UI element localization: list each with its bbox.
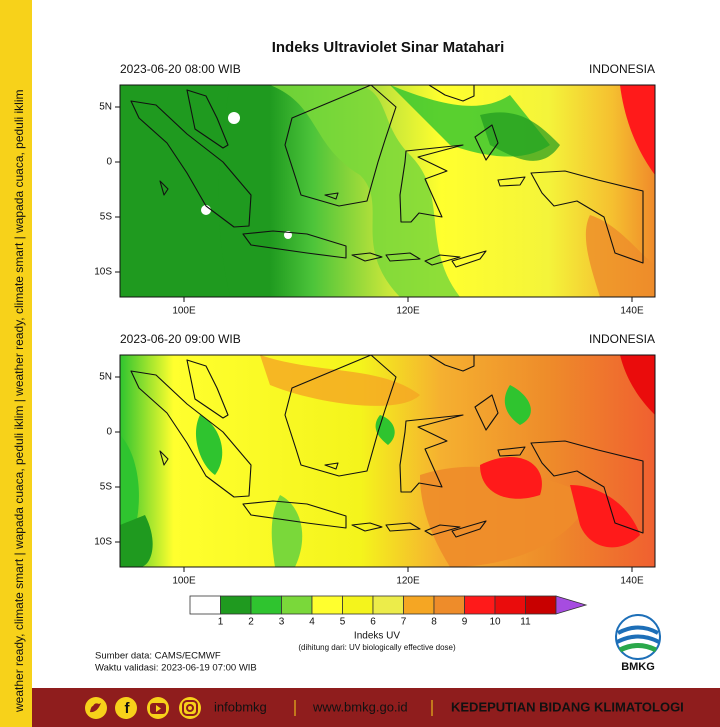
svg-text:f: f	[125, 700, 131, 717]
source: Sumber data: CAMS/ECMWF	[95, 651, 221, 662]
lat-label: 0	[106, 427, 112, 438]
colorbar: 1 2 3 4 5 6 7 8 9 10 11	[189, 595, 588, 628]
colorbar-box	[403, 595, 435, 615]
time-label: 2023-06-20 09:00 WIB	[120, 332, 241, 346]
unit: KEDEPUTIAN BIDANG KLIMATOLOGI	[451, 699, 684, 714]
colorbar-box	[250, 595, 282, 615]
colorbar-box	[311, 595, 343, 615]
map-panel	[119, 84, 656, 298]
lon-label: 120E	[396, 576, 420, 587]
colorbar-box	[464, 595, 496, 615]
lat-label: 0	[106, 157, 112, 168]
side-text: weather ready, climate smart | wapada cu…	[12, 89, 26, 713]
map-panel	[119, 354, 656, 568]
colorbar-label: 4	[309, 617, 315, 628]
lon-label: 100E	[172, 576, 196, 587]
lat-label: 5S	[100, 482, 113, 493]
social-icons: f	[85, 697, 201, 719]
colorbar-box	[342, 595, 374, 615]
logo-text: BMKG	[621, 661, 655, 673]
side-strip	[0, 0, 32, 727]
colorbar-label: 7	[401, 617, 407, 628]
lat-label: 5N	[99, 372, 112, 383]
colorbar-label: 5	[340, 617, 346, 628]
colorbar-box	[189, 595, 221, 615]
colorbar-label: 3	[279, 617, 285, 628]
colorbar-box	[281, 595, 313, 615]
colorbar-box	[372, 595, 404, 615]
colorbar-box	[433, 595, 465, 615]
social-handle: infobmkg	[214, 699, 267, 714]
region-label: INDONESIA	[589, 62, 655, 76]
lat-label: 10S	[94, 537, 112, 548]
colorbar-label: 11	[520, 617, 531, 628]
colorbar-arrow	[555, 595, 588, 615]
colorbar-subtitle: (dihitung dari: UV biologically effectiv…	[298, 643, 456, 652]
time-label: 2023-06-20 08:00 WIB	[120, 62, 241, 76]
lat-label: 5N	[99, 102, 112, 113]
colorbar-label: 8	[431, 617, 437, 628]
title: Indeks Ultraviolet Sinar Matahari	[272, 39, 505, 56]
lon-label: 140E	[620, 306, 644, 317]
logo: BMKG	[615, 614, 661, 673]
colorbar-box	[220, 595, 252, 615]
website: www.bmkg.go.id	[312, 699, 408, 714]
colorbar-label: 2	[248, 617, 254, 628]
lon-label: 120E	[396, 306, 420, 317]
region-label: INDONESIA	[589, 332, 655, 346]
footer	[32, 688, 720, 727]
colorbar-label: 6	[370, 617, 376, 628]
validity: Waktu validasi: 2023-06-19 07:00 WIB	[95, 663, 257, 674]
colorbar-label: 9	[462, 617, 468, 628]
colorbar-label: 1	[218, 617, 224, 628]
lon-label: 140E	[620, 576, 644, 587]
lat-label: 10S	[94, 267, 112, 278]
colorbar-box	[525, 595, 557, 615]
colorbar-title: Indeks UV	[354, 631, 400, 642]
colorbar-label: 10	[489, 617, 501, 628]
colorbar-box	[494, 595, 526, 615]
lat-label: 5S	[100, 212, 113, 223]
lon-label: 100E	[172, 306, 196, 317]
